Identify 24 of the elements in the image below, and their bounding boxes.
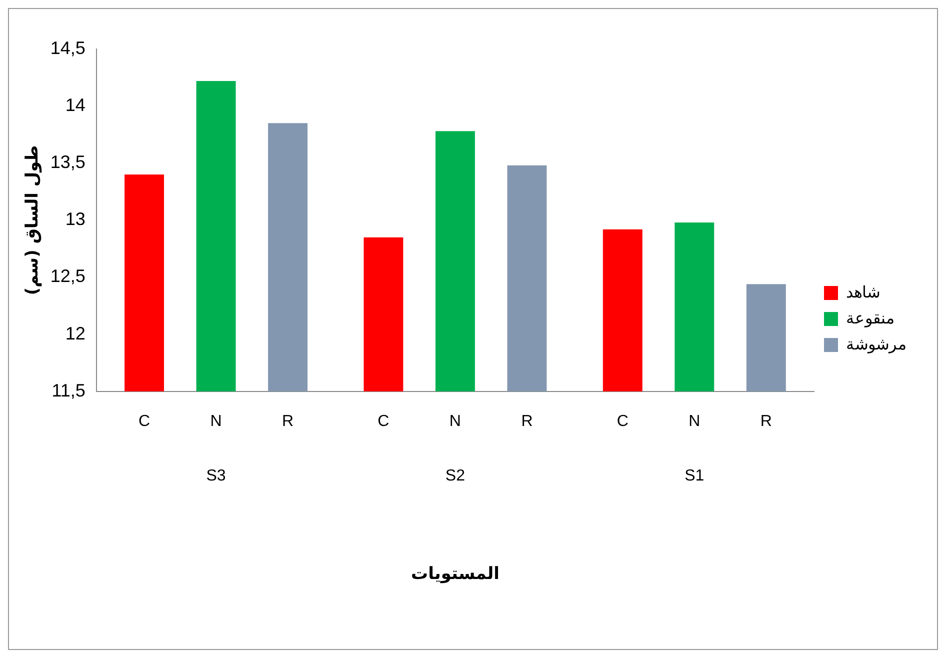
y-tick-label: 13 [65, 209, 86, 230]
text: C [616, 412, 628, 430]
text: C [378, 412, 390, 430]
text: R [521, 412, 533, 430]
text: N [449, 412, 461, 430]
text: N [688, 412, 700, 430]
x-tick-label: S3 [206, 467, 226, 484]
text: R [282, 412, 294, 430]
legend-label: شاهد [846, 284, 880, 302]
text: C [138, 412, 150, 430]
y-tick-label: 12,5 [50, 266, 86, 286]
legend-label: منقوعة [846, 310, 895, 328]
text: R [760, 412, 772, 430]
y-tick-label: 11,5 [52, 380, 86, 400]
x-tick-label: S2 [445, 467, 466, 484]
y-axis-title: طول الساق (سم) [22, 145, 43, 296]
y-tick-label: 14 [65, 95, 86, 116]
legend-label: مرشوشة [846, 336, 907, 354]
y-tick-label: 12 [65, 323, 86, 344]
y-tick-label: 14,5 [50, 38, 86, 58]
text: N [210, 412, 222, 430]
y-tick-label: 13,5 [50, 152, 86, 172]
x-axis-title: المستويات [411, 564, 500, 584]
x-tick-label: S1 [684, 467, 704, 484]
